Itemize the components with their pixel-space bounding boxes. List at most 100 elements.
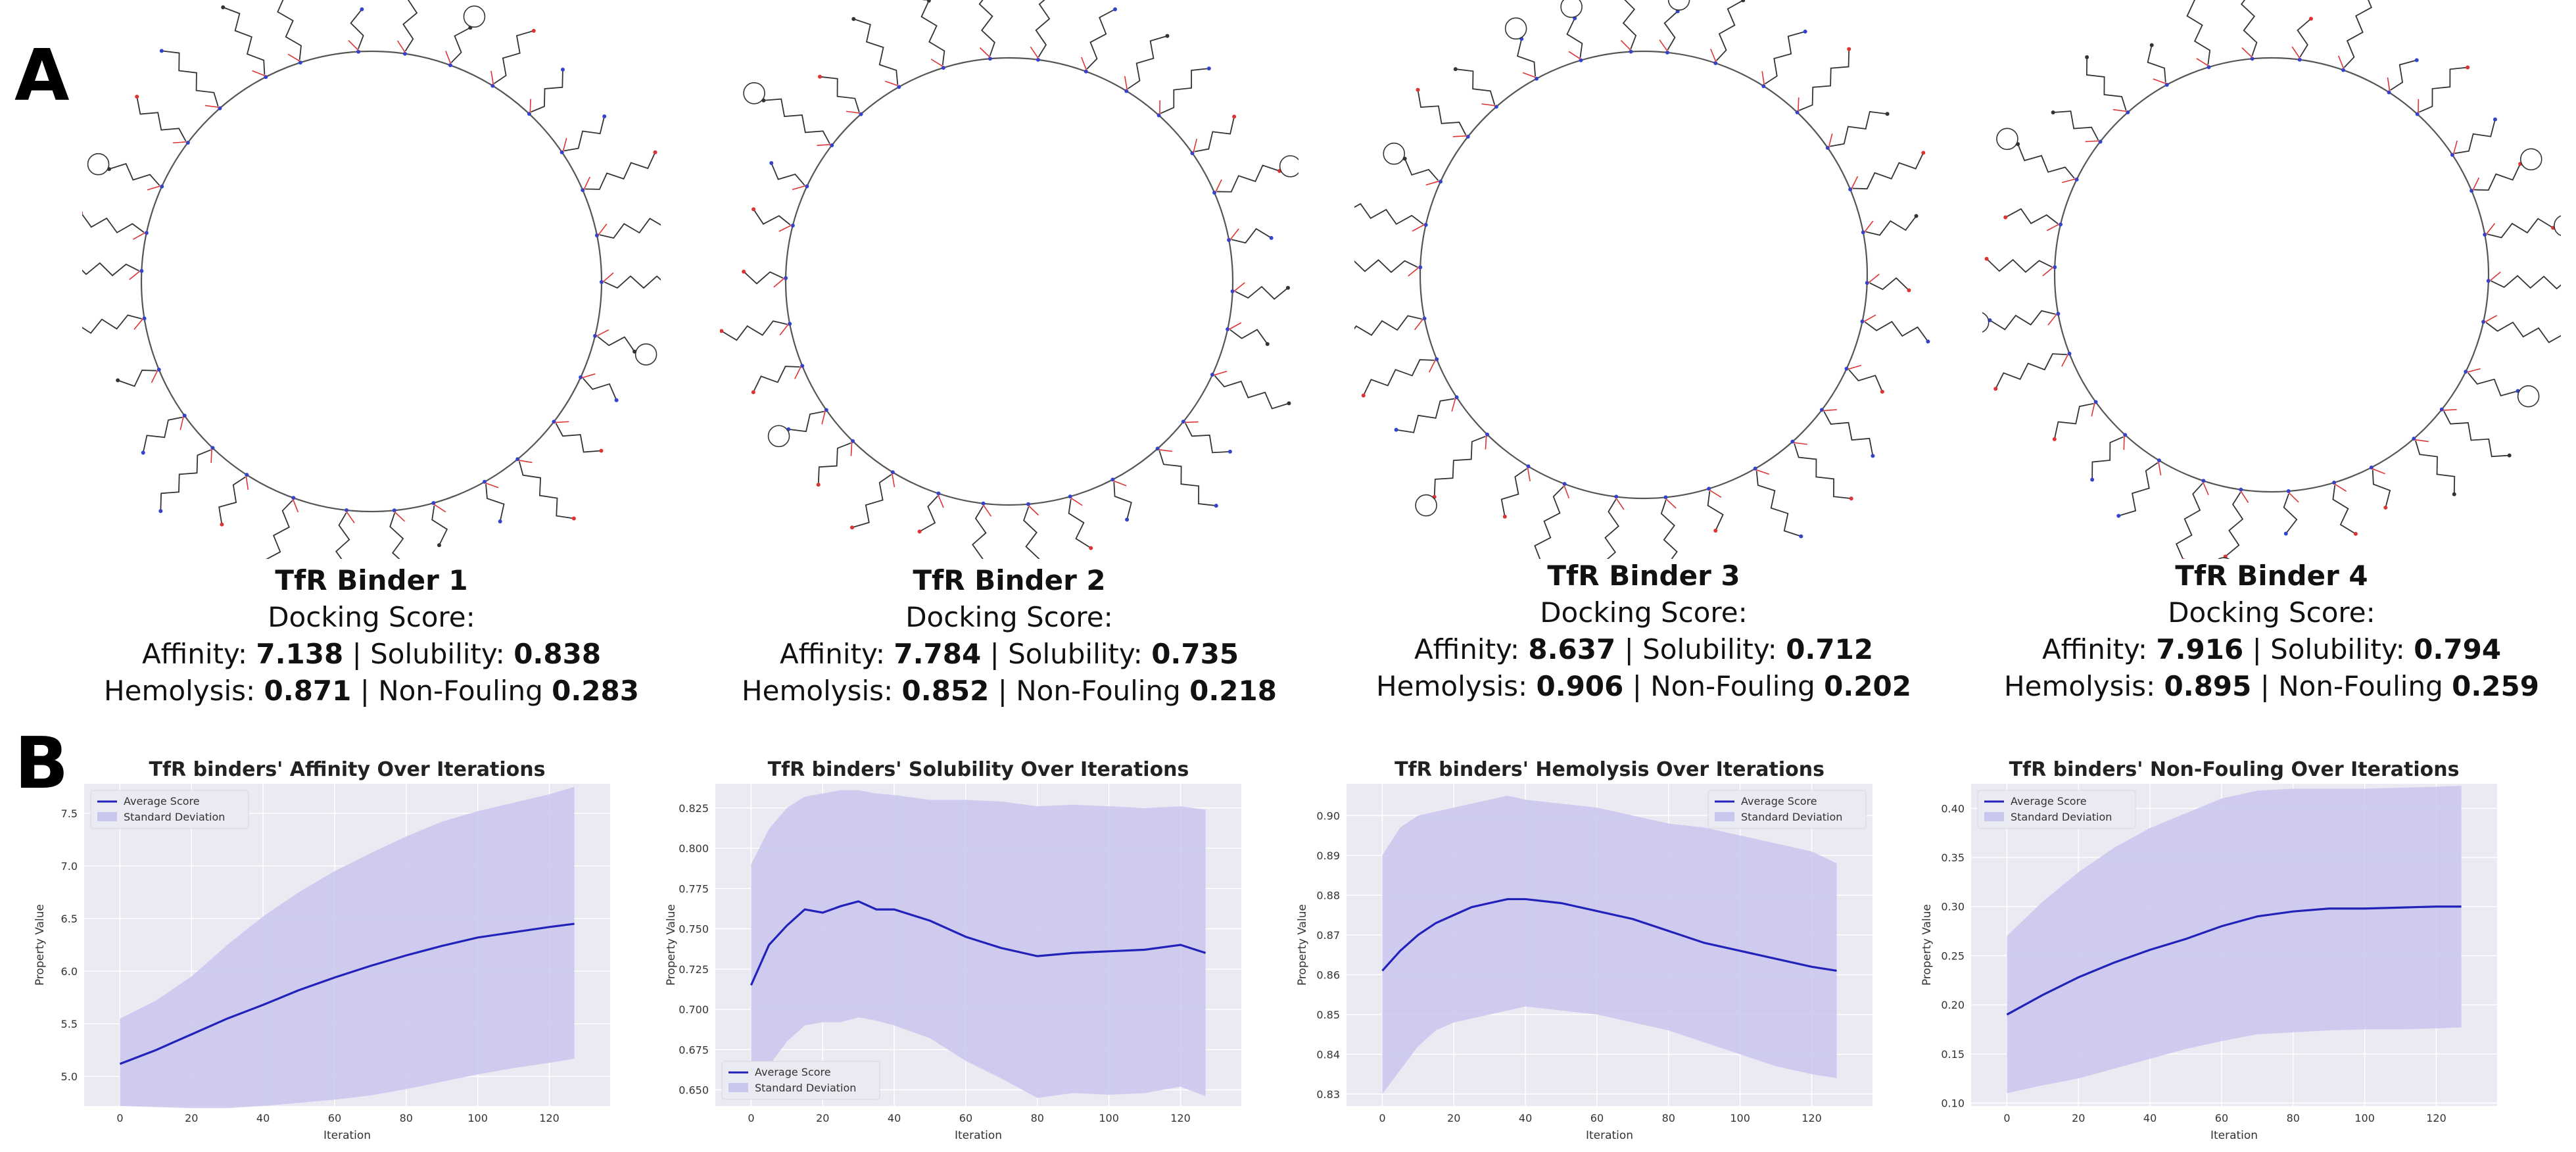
carbonyl-bond — [2112, 108, 2128, 112]
terminal-atom — [158, 509, 163, 514]
side-chain — [1124, 34, 1170, 93]
carbonyl-bond — [930, 59, 943, 67]
side-chain — [920, 0, 945, 70]
side-chain-bonds — [743, 271, 784, 285]
terminal-atom — [360, 7, 364, 12]
side-chain-bonds — [1604, 498, 1619, 559]
terminal-atom — [751, 207, 756, 212]
side-chain-bonds — [1794, 443, 1851, 500]
side-chain-bonds — [2175, 483, 2203, 559]
side-chain — [1394, 395, 1459, 433]
backbone-nitrogen — [2297, 57, 2302, 62]
terminal-atom — [2353, 531, 2358, 536]
docking-label: Docking Score: — [905, 601, 1113, 633]
backbone-nitrogen — [1422, 316, 1427, 321]
carbonyl-bond — [1848, 364, 1862, 370]
backbone-nitrogen — [1665, 50, 1669, 55]
hemolysis-chart: TfR binders' Hemolysis Over Iterations 0 2… — [1289, 756, 1880, 1152]
std-dev-band — [1382, 796, 1837, 1094]
side-chain-bonds — [920, 0, 945, 66]
backbone-nitrogen — [2053, 265, 2057, 270]
side-chain — [581, 150, 657, 193]
x-tick-label: 100 — [2354, 1112, 2375, 1124]
carbonyl-bond — [1481, 103, 1496, 107]
backbone-nitrogen — [593, 333, 598, 338]
carbonyl-bond — [1828, 133, 1833, 147]
panel-label-a: A — [14, 35, 70, 117]
side-chain — [82, 314, 147, 334]
average-score-line — [1381, 898, 1837, 972]
carbonyl-bond — [518, 460, 533, 464]
x-tick-label: 20 — [2072, 1112, 2085, 1124]
carbonyl-bond — [1798, 97, 1800, 112]
terminal-atom — [751, 390, 755, 395]
side-chain-bonds — [1663, 11, 1679, 51]
terminal-atom — [653, 150, 657, 155]
side-chain-bonds — [1865, 215, 1917, 236]
aromatic-ring — [767, 425, 790, 448]
hemolysis-chart-svg: TfR binders' Hemolysis Over Iterations 0 2… — [1296, 758, 1872, 1142]
legend-label-average: Average Score — [124, 795, 200, 807]
carbonyl-bond — [554, 421, 569, 423]
side-chain — [1155, 446, 1218, 508]
backbone-nitrogen — [356, 49, 361, 54]
docking-label: Docking Score: — [2168, 596, 2375, 629]
terminal-atom — [2051, 110, 2055, 114]
side-chain — [1707, 487, 1724, 533]
carbonyl-bond — [2046, 224, 2060, 231]
terminal-atom — [1914, 214, 1919, 218]
side-chain — [1383, 142, 1443, 186]
backbone-nitrogen — [1226, 327, 1230, 331]
y-tick-label: 0.35 — [1941, 852, 1965, 864]
side-chain — [849, 470, 895, 530]
legend-label-average: Average Score — [1741, 795, 1817, 807]
terminal-atom — [2085, 55, 2089, 60]
score-line-1: Affinity: 7.138 | Solubility: 0.838 — [141, 638, 602, 670]
side-chain — [335, 508, 355, 559]
carbonyl-bond — [846, 110, 861, 114]
carbonyl-bond — [1213, 370, 1228, 376]
side-chain-bonds — [2443, 410, 2510, 458]
legend-label-std: Standard Deviation — [1741, 811, 1842, 823]
side-chain-bonds — [2186, 0, 2211, 65]
side-chain-bonds — [1707, 491, 1724, 531]
side-chain-bonds — [1068, 498, 1091, 549]
carbonyl-bond — [287, 53, 300, 62]
carbonyl-bond — [1228, 322, 1242, 330]
side-chain — [2464, 368, 2540, 408]
terminal-atom — [560, 67, 565, 72]
carbonyl-bond — [1113, 480, 1127, 487]
terminal-atom — [1232, 114, 1237, 119]
side-chain-bonds — [721, 320, 788, 341]
binder-title: TfR Binder 2 — [913, 564, 1106, 596]
backbone-nitrogen — [2464, 370, 2468, 374]
side-chain — [720, 320, 792, 341]
carbonyl-bond — [348, 39, 359, 51]
side-chain-bonds — [82, 213, 145, 233]
binder-caption: TfR Binder 2 Docking Score: Affinity: 7.… — [720, 562, 1299, 709]
x-tick-label: 0 — [1379, 1112, 1385, 1124]
backbone-nitrogen — [2483, 232, 2487, 237]
solubility-chart-svg: TfR binders' Solubility Over Iterations 0… — [665, 758, 1241, 1142]
terminal-atom — [818, 74, 823, 79]
carbonyl-bond — [2387, 77, 2391, 91]
carbonyl-bond — [2091, 402, 2095, 417]
backbone-nitrogen — [784, 276, 788, 281]
terminal-atom — [1228, 449, 1232, 454]
side-chain — [2051, 110, 2103, 144]
side-chain — [1844, 364, 1884, 394]
side-chain — [1023, 502, 1040, 559]
panel-label-b: B — [14, 723, 69, 805]
binder-caption: TfR Binder 4 Docking Score: Affinity: 7.… — [1982, 558, 2561, 705]
carbonyl-bond — [151, 370, 158, 383]
side-chain — [552, 420, 604, 453]
side-chain-bonds — [1417, 89, 1467, 135]
carbonyl-bond — [1451, 398, 1456, 412]
side-chain — [594, 218, 661, 239]
aromatic-ring — [1504, 17, 1527, 40]
peptide-structure-3 — [1354, 0, 1930, 559]
carbonyl-bond — [779, 324, 789, 336]
backbone-nitrogen — [490, 84, 495, 88]
carbonyl-bond — [2153, 78, 2167, 84]
y-tick-label: 0.750 — [679, 923, 709, 936]
